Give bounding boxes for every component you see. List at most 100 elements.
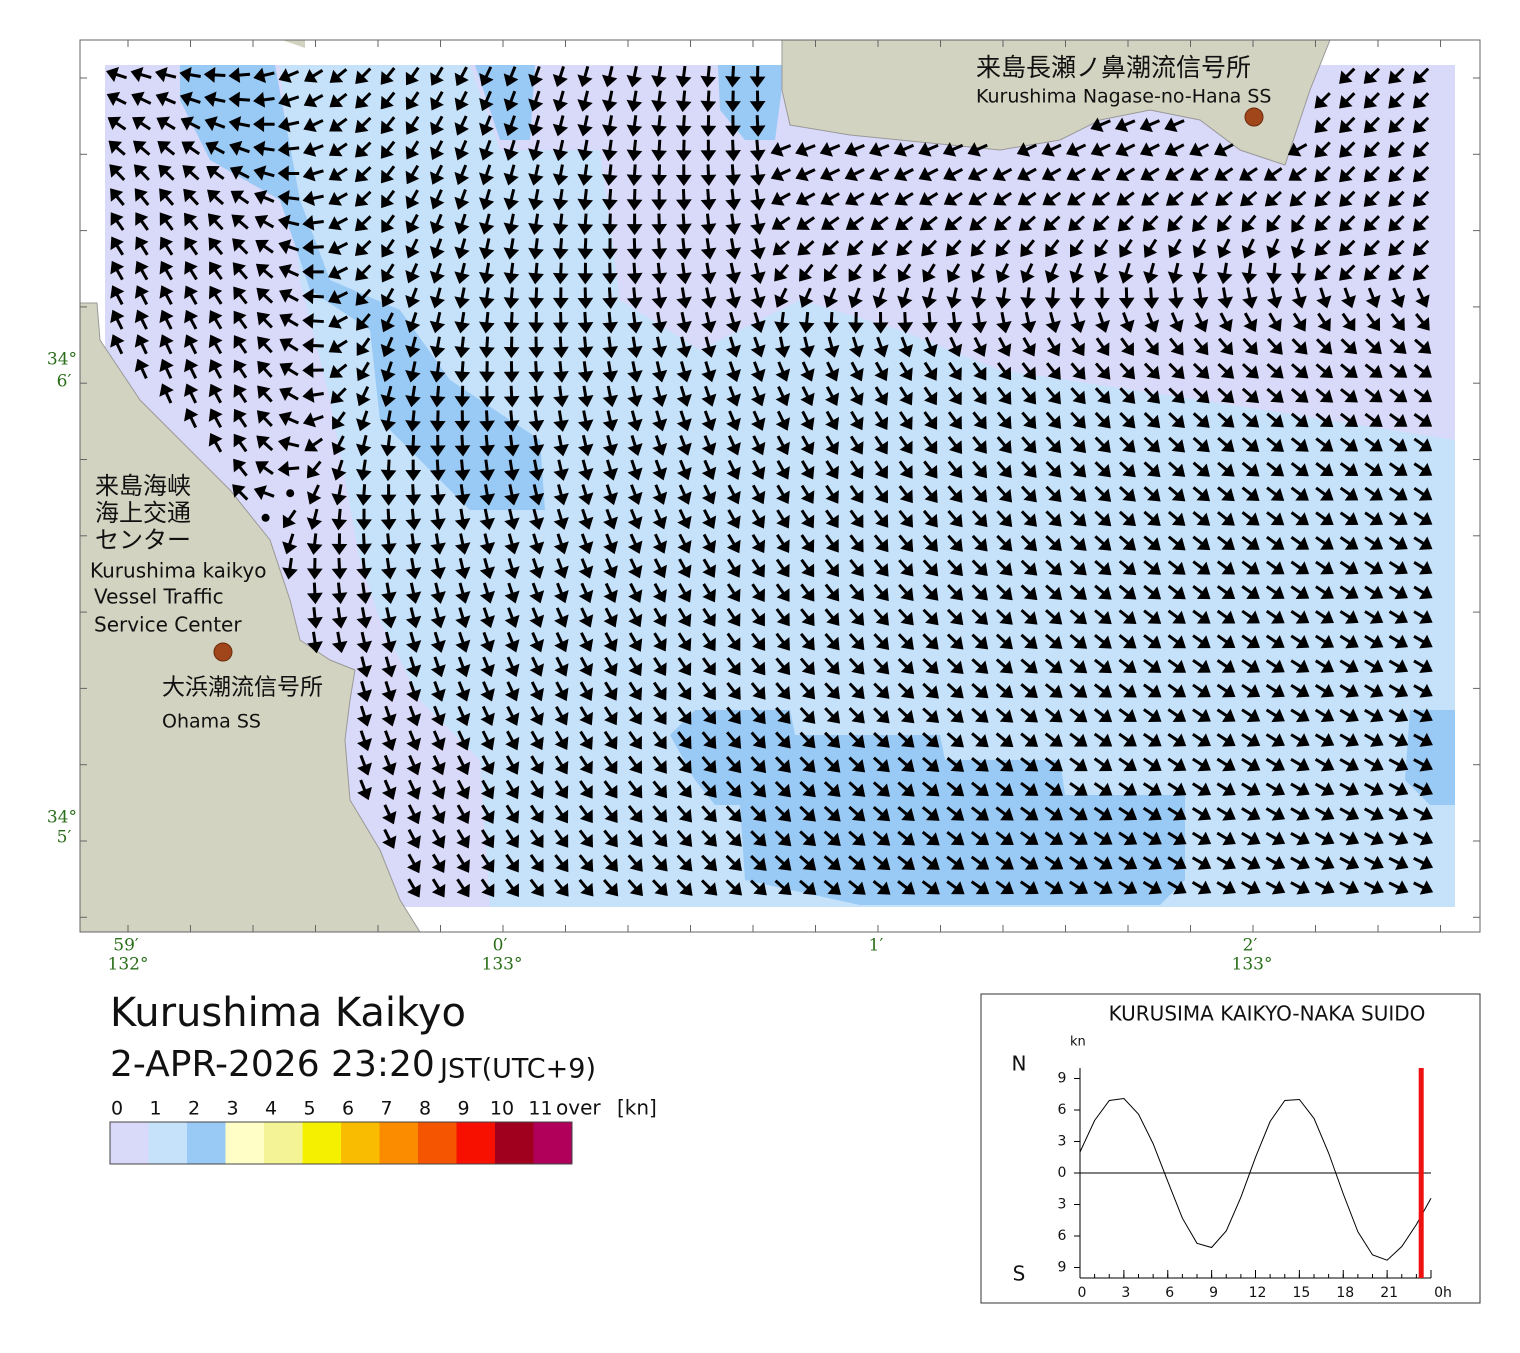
current-arrow [480,779,495,800]
current-arrow [159,383,174,404]
current-arrow [1069,658,1088,674]
current-arrow [771,191,791,206]
map-datetime: 2-APR-2026 23:20 [110,1044,435,1085]
current-arrow [277,165,300,182]
current-arrow [332,411,346,430]
current-arrow [577,311,594,334]
current-arrow [503,139,519,161]
current-arrow [406,730,422,751]
current-arrow [528,66,544,87]
current-arrow [995,855,1014,870]
current-arrow [1315,363,1334,379]
current-arrow [652,829,668,848]
current-arrow [505,829,520,849]
current-arrow [1413,561,1433,575]
current-arrow [303,141,324,157]
station-marker[interactable] [213,642,233,662]
current-arrow [1192,362,1210,379]
current-arrow [1143,584,1162,600]
current-arrow [1314,684,1335,698]
current-arrow [306,484,322,505]
current-arrow [870,216,889,231]
current-arrow [204,91,226,108]
current-arrow [429,434,446,457]
current-arrow [1118,287,1135,309]
current-arrow [1241,486,1260,501]
current-arrow [1388,610,1408,624]
current-arrow [455,681,471,702]
station-marker[interactable] [1244,107,1264,127]
current-arrow [603,706,618,726]
current-arrow [1366,312,1381,332]
current-arrow [456,779,471,800]
current-arrow [454,139,470,161]
current-arrow [725,188,742,211]
current-arrow [1066,167,1086,182]
current-arrow [405,361,421,383]
current-arrow [1315,536,1334,550]
current-arrow [455,631,471,653]
current-arrow [1339,511,1359,526]
current-arrow [577,115,593,137]
current-arrow [947,584,964,601]
current-arrow [923,361,938,381]
current-arrow [181,141,201,156]
current-arrow [725,287,742,309]
current-arrow [800,435,815,456]
current-arrow [328,142,348,157]
current-arrow [1217,337,1234,356]
current-arrow [184,408,199,429]
current-arrow [1390,287,1406,308]
frame-ticks [80,40,1480,932]
current-arrow [1364,486,1383,501]
current-arrow [897,707,915,724]
current-arrow [1388,732,1409,747]
current-arrow [968,191,988,206]
current-arrow [431,804,446,825]
current-arrow [1144,337,1159,356]
current-arrow [528,287,545,309]
current-arrow [529,607,545,628]
current-arrow [919,215,938,231]
current-arrow [873,731,890,748]
current-arrow [874,460,888,479]
current-arrow [995,732,1014,748]
current-arrow [504,533,520,555]
current-arrow [1413,708,1433,723]
station-name-ja: 来島長瀬ノ鼻潮流信号所 [976,53,1251,82]
current-arrow [1118,831,1138,846]
x-tick-label: 18 [1336,1285,1354,1301]
current-arrow [946,633,964,650]
current-arrow [1192,238,1207,259]
current-arrow [1118,856,1138,870]
current-arrow [1217,461,1235,477]
current-arrow [405,582,422,604]
current-arrow [1090,142,1111,157]
current-arrow [971,510,988,528]
current-arrow [1217,238,1232,259]
current-arrow [1143,658,1162,673]
current-arrow [1192,659,1211,673]
current-arrow [1069,856,1088,870]
current-arrow [231,214,249,230]
current-arrow [1290,782,1310,797]
current-arrow [232,262,249,280]
current-arrow [554,780,569,799]
current-arrow [1021,460,1037,478]
current-arrow [253,165,275,181]
current-arrow [651,287,668,309]
current-arrow [1315,462,1334,477]
current-arrow [700,65,717,88]
current-arrow [995,757,1014,772]
current-arrow [577,238,594,260]
current-arrow [1094,584,1112,600]
current-arrow [770,166,792,182]
current-arrow [405,336,421,358]
current-arrow [1094,461,1112,478]
current-arrow [479,164,495,186]
current-arrow [628,730,642,750]
current-arrow [848,756,866,773]
current-arrow [969,215,987,231]
current-arrow [1167,708,1187,722]
current-arrow [431,755,446,776]
